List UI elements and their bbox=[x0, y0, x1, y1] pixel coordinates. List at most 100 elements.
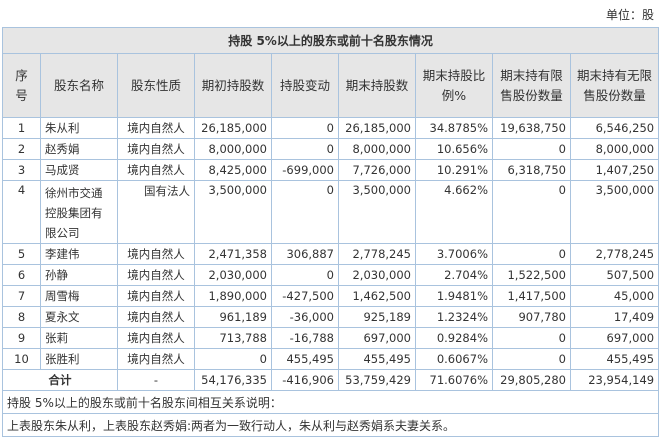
cell-restricted: 0 bbox=[492, 138, 571, 160]
cell-name: 张胜利 bbox=[40, 348, 118, 370]
cell-end-shares: 7,726,000 bbox=[338, 159, 416, 181]
total-cell: 29,805,280 bbox=[492, 369, 571, 391]
table-row: 9 张莉 境内自然人 713,788 -16,788 697,000 0.9284% 0 697… bbox=[2, 327, 660, 349]
cell-seq: 2 bbox=[2, 138, 41, 160]
cell-name: 周雪梅 bbox=[40, 285, 118, 307]
cell-nature: 境内自然人 bbox=[117, 117, 195, 139]
total-cell: 54,176,335 bbox=[194, 369, 272, 391]
cell-seq: 9 bbox=[2, 327, 41, 349]
cell-restricted: 1,417,500 bbox=[492, 285, 571, 307]
cell-unrestricted: 455,495 bbox=[569, 348, 660, 370]
cell-seq: 7 bbox=[2, 285, 41, 307]
cell-end-ratio: 1.9481% bbox=[415, 285, 493, 307]
cell-begin-shares: 8,000,000 bbox=[194, 138, 272, 160]
table-row: 5 李建伟 境内自然人 2,471,358 306,887 2,778,245 3.7006… bbox=[2, 243, 660, 265]
cell-end-ratio: 3.7006% bbox=[415, 243, 493, 265]
total-label: 合计 bbox=[2, 369, 118, 391]
cell-end-ratio: 0.6067% bbox=[415, 348, 493, 370]
cell-nature: 境内自然人 bbox=[117, 264, 195, 286]
cell-change: 0 bbox=[271, 138, 339, 160]
cell-nature: 境内自然人 bbox=[117, 243, 195, 265]
relationship-note: 持股 5%以上的股东或前十名股东间相互关系说明： bbox=[1, 390, 660, 414]
cell-restricted: 0 bbox=[492, 327, 571, 349]
cell-restricted: 0 bbox=[492, 348, 571, 370]
cell-begin-shares: 3,500,000 bbox=[194, 180, 272, 244]
cell-restricted: 19,638,750 bbox=[492, 117, 571, 139]
total-cell: 71.6076% bbox=[415, 369, 493, 391]
column-header-unrestricted: 期末持有无限售股份数量 bbox=[569, 53, 660, 118]
column-header-restricted: 期末持有限售股份数量 bbox=[492, 53, 571, 118]
cell-begin-shares: 8,425,000 bbox=[194, 159, 272, 181]
cell-name: 李建伟 bbox=[40, 243, 118, 265]
cell-end-shares: 925,189 bbox=[338, 306, 416, 328]
cell-name: 张莉 bbox=[40, 327, 118, 349]
note-row: 持股 5%以上的股东或前十名股东间相互关系说明： bbox=[1, 390, 660, 414]
cell-seq: 4 bbox=[2, 180, 41, 244]
cell-seq: 8 bbox=[2, 306, 41, 328]
cell-restricted: 0 bbox=[492, 243, 571, 265]
cell-end-ratio: 2.704% bbox=[415, 264, 493, 286]
cell-begin-shares: 1,890,000 bbox=[194, 285, 272, 307]
table-row: 8 夏永文 境内自然人 961,189 -36,000 925,189 1.2324% 907… bbox=[2, 306, 660, 328]
cell-end-shares: 1,462,500 bbox=[338, 285, 416, 307]
table-row: 6 孙静 境内自然人 2,030,000 0 2,030,000 2.704% 1,522,5… bbox=[2, 264, 660, 286]
cell-seq: 6 bbox=[2, 264, 41, 286]
total-cell: - bbox=[117, 369, 195, 391]
cell-end-shares: 2,778,245 bbox=[338, 243, 416, 265]
shareholder-table: 持股 5%以上的股东或前十名股东情况 序号 股东名称 股东性质 期初持股数 持股变动 期末… bbox=[1, 27, 660, 437]
cell-restricted: 907,780 bbox=[492, 306, 571, 328]
cell-end-ratio: 34.8785% bbox=[415, 117, 493, 139]
cell-change: -427,500 bbox=[271, 285, 339, 307]
cell-change: 0 bbox=[271, 180, 339, 244]
note-row: 上表股东朱从利，上表股东赵秀娟:两者为一致行动人，朱从利与赵秀娟系夫妻关系。 bbox=[1, 413, 660, 437]
cell-end-shares: 455,495 bbox=[338, 348, 416, 370]
cell-change: 0 bbox=[271, 117, 339, 139]
cell-restricted: 6,318,750 bbox=[492, 159, 571, 181]
cell-unrestricted: 45,000 bbox=[569, 285, 660, 307]
cell-seq: 10 bbox=[2, 348, 41, 370]
cell-begin-shares: 26,185,000 bbox=[194, 117, 272, 139]
cell-begin-shares: 2,471,358 bbox=[194, 243, 272, 265]
cell-name: 朱从利 bbox=[40, 117, 118, 139]
cell-unrestricted: 17,409 bbox=[569, 306, 660, 328]
column-header-change: 持股变动 bbox=[271, 53, 339, 118]
cell-begin-shares: 2,030,000 bbox=[194, 264, 272, 286]
table-row: 7 周雪梅 境内自然人 1,890,000 -427,500 1,462,500 1.948… bbox=[2, 285, 660, 307]
total-row: 合计 -54,176,335 -416,906 53,759,429 71.6076% 2… bbox=[2, 369, 660, 391]
total-cell: -416,906 bbox=[271, 369, 339, 391]
table-row: 10 张胜利 境内自然人 0 455,495 455,495 0.6067% 0 455,495 bbox=[2, 348, 660, 370]
column-header-nature: 股东性质 bbox=[117, 53, 195, 118]
cell-name: 赵秀娟 bbox=[40, 138, 118, 160]
cell-seq: 3 bbox=[2, 159, 41, 181]
cell-restricted: 1,522,500 bbox=[492, 264, 571, 286]
cell-name: 徐州市交通控股集团有限公司 bbox=[40, 180, 118, 244]
cell-end-shares: 26,185,000 bbox=[338, 117, 416, 139]
cell-seq: 5 bbox=[2, 243, 41, 265]
cell-end-shares: 697,000 bbox=[338, 327, 416, 349]
cell-unrestricted: 3,500,000 bbox=[569, 180, 660, 244]
cell-unrestricted: 8,000,000 bbox=[569, 138, 660, 160]
cell-unrestricted: 697,000 bbox=[569, 327, 660, 349]
cell-begin-shares: 0 bbox=[194, 348, 272, 370]
cell-end-ratio: 10.656% bbox=[415, 138, 493, 160]
cell-unrestricted: 6,546,250 bbox=[569, 117, 660, 139]
cell-name: 夏永文 bbox=[40, 306, 118, 328]
cell-nature: 境内自然人 bbox=[117, 348, 195, 370]
cell-nature: 境内自然人 bbox=[117, 285, 195, 307]
cell-begin-shares: 961,189 bbox=[194, 306, 272, 328]
unit-label: 单位：股 bbox=[605, 8, 654, 22]
cell-change: 306,887 bbox=[271, 243, 339, 265]
cell-change: 455,495 bbox=[271, 348, 339, 370]
cell-end-ratio: 4.662% bbox=[415, 180, 493, 244]
cell-nature: 境内自然人 bbox=[117, 306, 195, 328]
cell-begin-shares: 713,788 bbox=[194, 327, 272, 349]
total-cell: 23,954,149 bbox=[569, 369, 660, 391]
column-header-begin-shares: 期初持股数 bbox=[194, 53, 272, 118]
table-row: 3 马成贤 境内自然人 8,425,000 -699,000 7,726,000 10.29… bbox=[2, 159, 660, 181]
cell-unrestricted: 507,500 bbox=[569, 264, 660, 286]
column-header-name: 股东名称 bbox=[40, 53, 118, 118]
cell-end-ratio: 1.2324% bbox=[415, 306, 493, 328]
cell-change: 0 bbox=[271, 264, 339, 286]
cell-restricted: 0 bbox=[492, 180, 571, 244]
cell-unrestricted: 1,407,250 bbox=[569, 159, 660, 181]
